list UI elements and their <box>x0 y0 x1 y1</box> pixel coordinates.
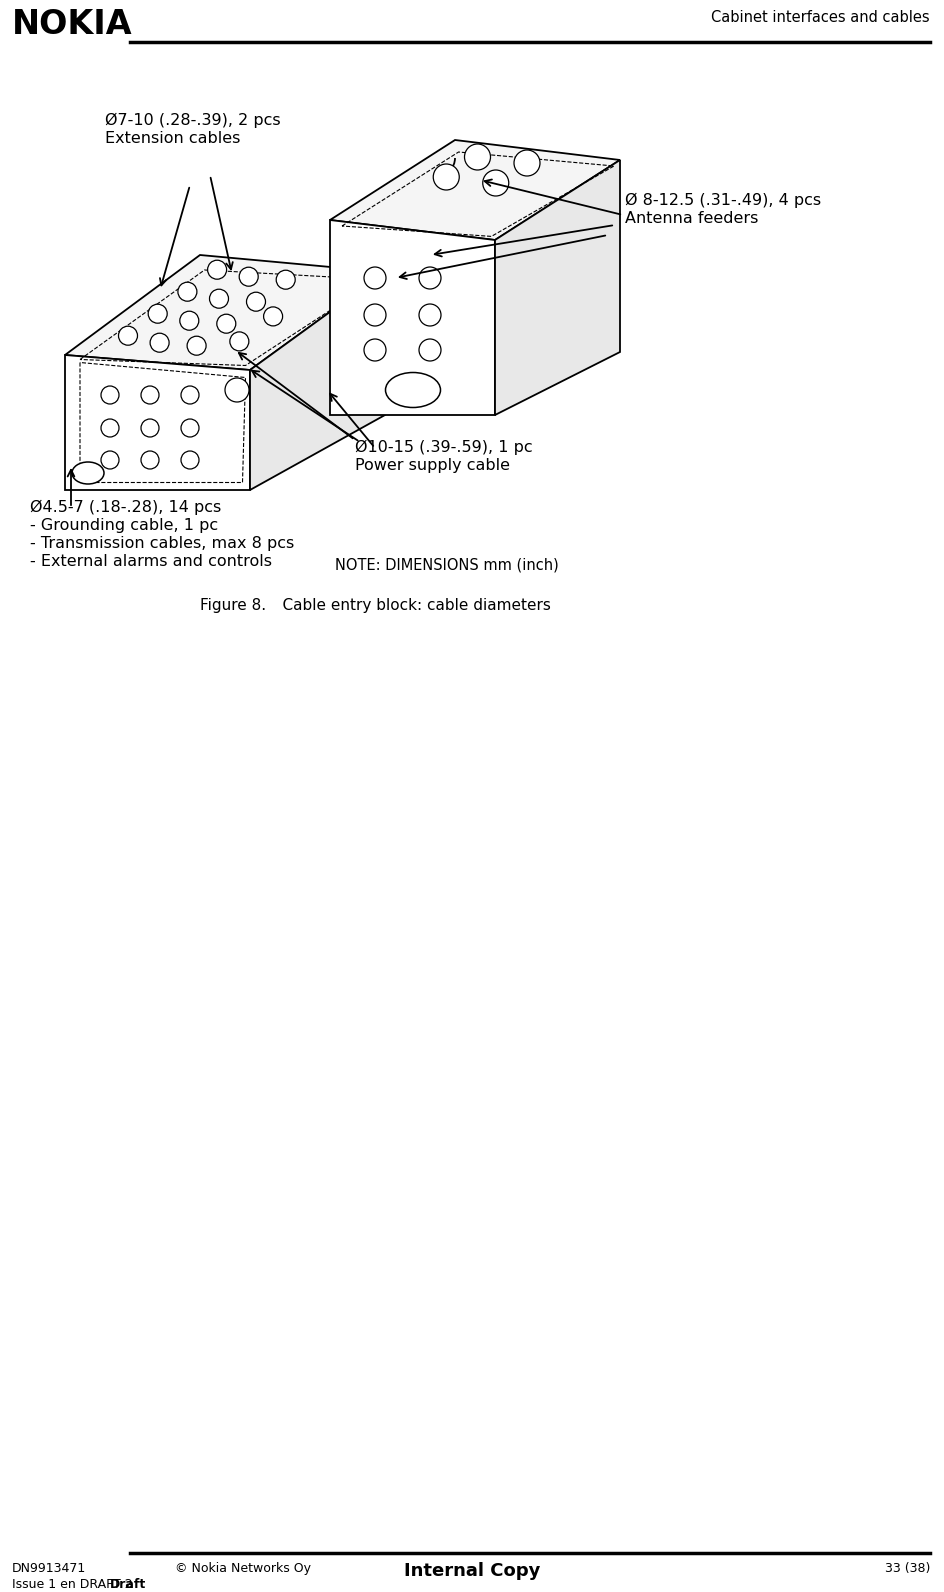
Text: - Grounding cable, 1 pc: - Grounding cable, 1 pc <box>30 517 218 533</box>
Polygon shape <box>330 140 620 240</box>
Circle shape <box>419 339 441 361</box>
Circle shape <box>263 307 282 326</box>
Circle shape <box>229 331 249 350</box>
Circle shape <box>246 293 265 310</box>
Circle shape <box>277 271 295 290</box>
Text: Extension cables: Extension cables <box>105 131 241 146</box>
Circle shape <box>150 333 169 352</box>
Circle shape <box>181 451 199 470</box>
Circle shape <box>419 304 441 326</box>
Text: Ø4.5-7 (.18-.28), 14 pcs: Ø4.5-7 (.18-.28), 14 pcs <box>30 500 221 516</box>
Circle shape <box>514 150 540 177</box>
Text: NOTE: DIMENSIONS mm (inch): NOTE: DIMENSIONS mm (inch) <box>335 559 559 573</box>
Text: Ø10-15 (.39-.59), 1 pc: Ø10-15 (.39-.59), 1 pc <box>355 439 532 455</box>
Polygon shape <box>65 255 385 369</box>
Text: 33 (38): 33 (38) <box>885 1562 930 1574</box>
Circle shape <box>101 451 119 470</box>
Polygon shape <box>65 355 250 490</box>
Text: Internal Copy: Internal Copy <box>404 1562 540 1579</box>
Circle shape <box>464 143 491 170</box>
Polygon shape <box>330 220 495 416</box>
Text: Antenna feeders: Antenna feeders <box>625 212 758 226</box>
Circle shape <box>181 385 199 404</box>
Circle shape <box>419 267 441 290</box>
Text: NOKIA: NOKIA <box>12 8 132 40</box>
Ellipse shape <box>385 373 441 408</box>
Text: - Transmission cables, max 8 pcs: - Transmission cables, max 8 pcs <box>30 537 295 551</box>
Ellipse shape <box>72 462 104 484</box>
Text: Draft: Draft <box>110 1578 146 1590</box>
Text: - External alarms and controls: - External alarms and controls <box>30 554 272 568</box>
Circle shape <box>217 314 236 333</box>
Text: Ø 8-12.5 (.31-.49), 4 pcs: Ø 8-12.5 (.31-.49), 4 pcs <box>625 193 821 209</box>
Circle shape <box>364 304 386 326</box>
Text: Figure 8.: Figure 8. <box>200 599 266 613</box>
Text: Power supply cable: Power supply cable <box>355 458 510 473</box>
Circle shape <box>187 336 206 355</box>
Text: © Nokia Networks Oy: © Nokia Networks Oy <box>175 1562 311 1574</box>
Circle shape <box>364 339 386 361</box>
Polygon shape <box>495 161 620 416</box>
Circle shape <box>177 282 197 301</box>
Circle shape <box>433 164 459 189</box>
Circle shape <box>179 310 199 330</box>
Circle shape <box>101 385 119 404</box>
Text: Ø7-10 (.28-.39), 2 pcs: Ø7-10 (.28-.39), 2 pcs <box>105 113 280 129</box>
Circle shape <box>225 377 249 403</box>
Circle shape <box>208 259 227 279</box>
Circle shape <box>181 419 199 436</box>
Circle shape <box>364 267 386 290</box>
Circle shape <box>482 170 509 196</box>
Text: Cabinet interfaces and cables: Cabinet interfaces and cables <box>712 11 930 25</box>
Circle shape <box>141 385 159 404</box>
Text: DN9913471: DN9913471 <box>12 1562 86 1574</box>
Circle shape <box>141 419 159 436</box>
Text: Cable entry block: cable diameters: Cable entry block: cable diameters <box>263 599 551 613</box>
Circle shape <box>210 290 228 309</box>
Circle shape <box>119 326 138 345</box>
Circle shape <box>101 419 119 436</box>
Circle shape <box>148 304 167 323</box>
Circle shape <box>141 451 159 470</box>
Text: Issue 1 en DRAFT 2: Issue 1 en DRAFT 2 <box>12 1578 137 1590</box>
Polygon shape <box>250 272 385 490</box>
Circle shape <box>239 267 259 287</box>
